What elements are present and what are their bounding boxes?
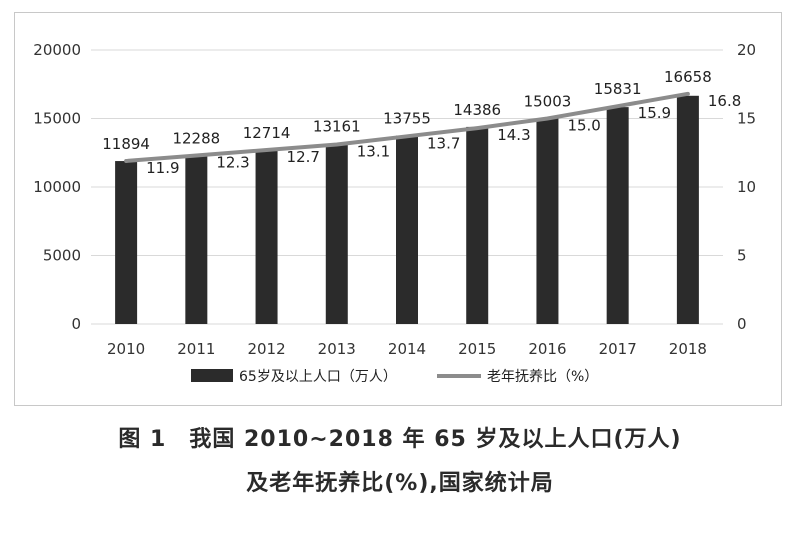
line-data-label: 12.7 bbox=[287, 148, 320, 166]
x-tick-label: 2017 bbox=[599, 340, 637, 358]
y-right-tick-label: 15 bbox=[737, 110, 756, 128]
caption-line-2: 及老年抚养比(%),国家统计局 bbox=[246, 471, 554, 496]
x-tick-label: 2018 bbox=[669, 340, 707, 358]
x-tick-label: 2016 bbox=[528, 340, 566, 358]
combo-chart: 0 5000 10000 15000 20000 0 5 10 15 20 2010 2011 2012… bbox=[33, 41, 756, 385]
legend-line-label: 老年抚养比（%） bbox=[487, 369, 598, 385]
caption-line-1: 图 1 我国 2010~2018 年 65 岁及以上人口(万人) bbox=[118, 427, 682, 452]
bar bbox=[255, 149, 278, 324]
x-tick-label: 2013 bbox=[318, 340, 356, 358]
bar-data-label: 12288 bbox=[172, 129, 220, 147]
y-right-tick-label: 10 bbox=[737, 178, 756, 196]
bar-data-label: 16658 bbox=[664, 68, 712, 86]
line-data-label: 11.9 bbox=[146, 159, 179, 177]
y-right-tick-label: 5 bbox=[737, 247, 747, 265]
chart-frame: 0 5000 10000 15000 20000 0 5 10 15 20 2010 2011 2012… bbox=[14, 12, 782, 406]
bar-data-label: 14386 bbox=[453, 101, 501, 119]
bar-data-label: 12714 bbox=[243, 124, 291, 142]
line-data-label: 13.1 bbox=[357, 143, 390, 161]
line-data-label: 12.3 bbox=[216, 153, 249, 171]
x-tick-label: 2012 bbox=[247, 340, 285, 358]
bar-data-label: 11894 bbox=[102, 135, 150, 153]
line-series bbox=[124, 91, 690, 163]
line-data-label: 14.3 bbox=[497, 126, 530, 144]
line-data-label: 16.8 bbox=[708, 92, 741, 110]
y-right-tick-label: 20 bbox=[737, 41, 756, 59]
bar-data-label: 15831 bbox=[594, 80, 642, 98]
x-tick-label: 2014 bbox=[388, 340, 426, 358]
bar-data-label: 15003 bbox=[524, 92, 572, 110]
x-tick-label: 2015 bbox=[458, 340, 496, 358]
bar bbox=[676, 95, 699, 324]
y-left-tick-label: 5000 bbox=[43, 247, 81, 265]
bar-data-label: 13161 bbox=[313, 118, 361, 136]
line-data-label: 15.0 bbox=[567, 117, 600, 135]
bar bbox=[325, 143, 348, 324]
x-tick-label: 2011 bbox=[177, 340, 215, 358]
bar bbox=[466, 126, 489, 324]
line-data-label: 15.9 bbox=[638, 104, 671, 122]
bar bbox=[185, 155, 208, 324]
y-left-tick-label: 10000 bbox=[33, 178, 81, 196]
legend-bar-label: 65岁及以上人口（万人） bbox=[239, 369, 397, 385]
bar bbox=[396, 135, 418, 324]
bar-data-label: 13755 bbox=[383, 110, 431, 128]
y-left-tick-label: 15000 bbox=[33, 110, 81, 128]
figure-caption: 图 1 我国 2010~2018 年 65 岁及以上人口(万人) 及老年抚养比(… bbox=[0, 418, 800, 506]
y-right-tick-label: 0 bbox=[737, 315, 747, 333]
line-data-label: 13.7 bbox=[427, 134, 460, 152]
legend-bar-swatch bbox=[191, 369, 233, 382]
x-tick-label: 2010 bbox=[107, 340, 145, 358]
bar bbox=[115, 161, 138, 324]
bar bbox=[606, 107, 629, 325]
y-left-tick-label: 20000 bbox=[33, 41, 81, 59]
bar bbox=[536, 118, 559, 325]
y-left-tick-label: 0 bbox=[71, 315, 81, 333]
